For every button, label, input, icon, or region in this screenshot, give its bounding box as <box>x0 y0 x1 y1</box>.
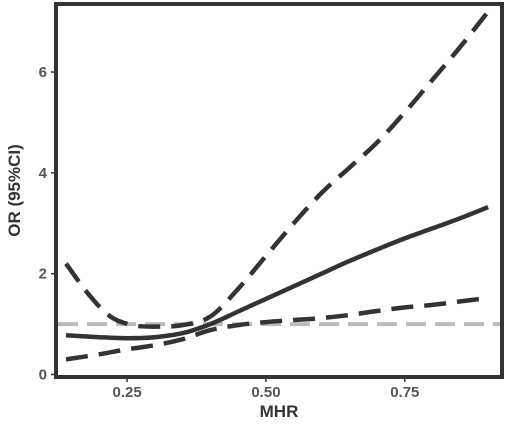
y-axis-ticks: 0 2 4 6 <box>39 64 56 383</box>
x-tick-label: 0.75 <box>390 384 419 401</box>
x-axis-ticks: 0.25 0.50 0.75 <box>112 377 419 401</box>
y-tick-label: 6 <box>39 64 47 81</box>
x-tick-label: 0.25 <box>112 384 141 401</box>
x-tick-label: 0.50 <box>251 384 280 401</box>
upper-ci-line <box>64 10 490 329</box>
plot-area <box>58 10 500 362</box>
x-axis-title: MHR <box>260 402 299 421</box>
plot-panel-border <box>54 2 504 379</box>
y-tick-label: 0 <box>39 366 47 383</box>
estimate-line <box>65 205 489 341</box>
lower-ci-line <box>65 295 489 362</box>
y-axis-title: OR (95%CI) <box>5 144 24 237</box>
y-tick-label: 2 <box>39 266 47 283</box>
y-tick-label: 4 <box>39 165 48 182</box>
